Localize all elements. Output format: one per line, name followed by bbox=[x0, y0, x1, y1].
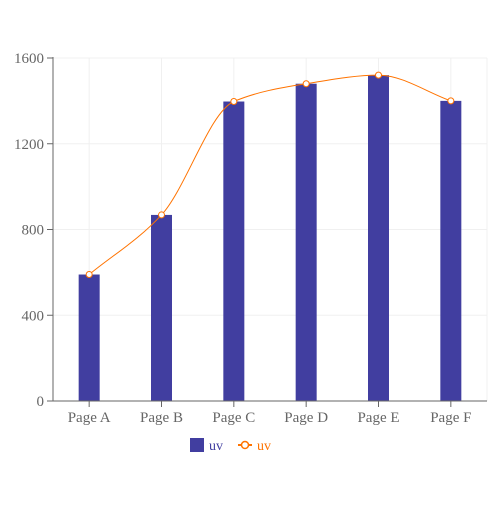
x-tick-label: Page F bbox=[430, 410, 471, 426]
bar-page-e[interactable] bbox=[368, 75, 389, 402]
line-point-page-b[interactable] bbox=[158, 211, 165, 219]
legend-line-marker bbox=[240, 440, 250, 450]
line-point-page-c[interactable] bbox=[230, 98, 238, 106]
bar-page-b[interactable] bbox=[151, 214, 172, 401]
x-tick-label: Page D bbox=[284, 410, 328, 426]
legend-label-line[interactable]: uv bbox=[257, 439, 271, 454]
line-point-page-e[interactable] bbox=[375, 71, 382, 79]
line-point-page-f[interactable] bbox=[447, 97, 455, 105]
bar-page-a[interactable] bbox=[78, 274, 100, 401]
line-point-page-a[interactable] bbox=[85, 271, 93, 279]
y-tick-label: 0 bbox=[37, 394, 45, 410]
x-tick-label: Page A bbox=[68, 410, 111, 426]
grid-lines bbox=[52, 57, 488, 402]
axes: 0 400 800 1200 1600 Page A Page B Page C Page D P… bbox=[14, 51, 487, 426]
line-series bbox=[85, 71, 455, 279]
legend: uv uv bbox=[190, 438, 271, 454]
line-point-page-d[interactable] bbox=[302, 80, 310, 88]
line-series-path bbox=[88, 74, 452, 275]
y-tick-label: 1200 bbox=[14, 137, 44, 153]
bar-page-d[interactable] bbox=[295, 83, 317, 401]
x-tick-label: Page C bbox=[212, 410, 255, 426]
bar-series bbox=[78, 75, 462, 402]
y-tick-label: 400 bbox=[22, 308, 45, 324]
x-tick-label: Page B bbox=[140, 410, 183, 426]
bar-page-f[interactable] bbox=[440, 100, 462, 401]
legend-label-bar[interactable]: uv bbox=[209, 439, 223, 454]
legend-bar-swatch bbox=[190, 438, 204, 452]
bar-page-c[interactable] bbox=[223, 101, 245, 401]
x-tick-label: Page E bbox=[357, 410, 399, 426]
y-tick-label: 800 bbox=[22, 223, 45, 239]
y-tick-label: 1600 bbox=[14, 51, 44, 67]
